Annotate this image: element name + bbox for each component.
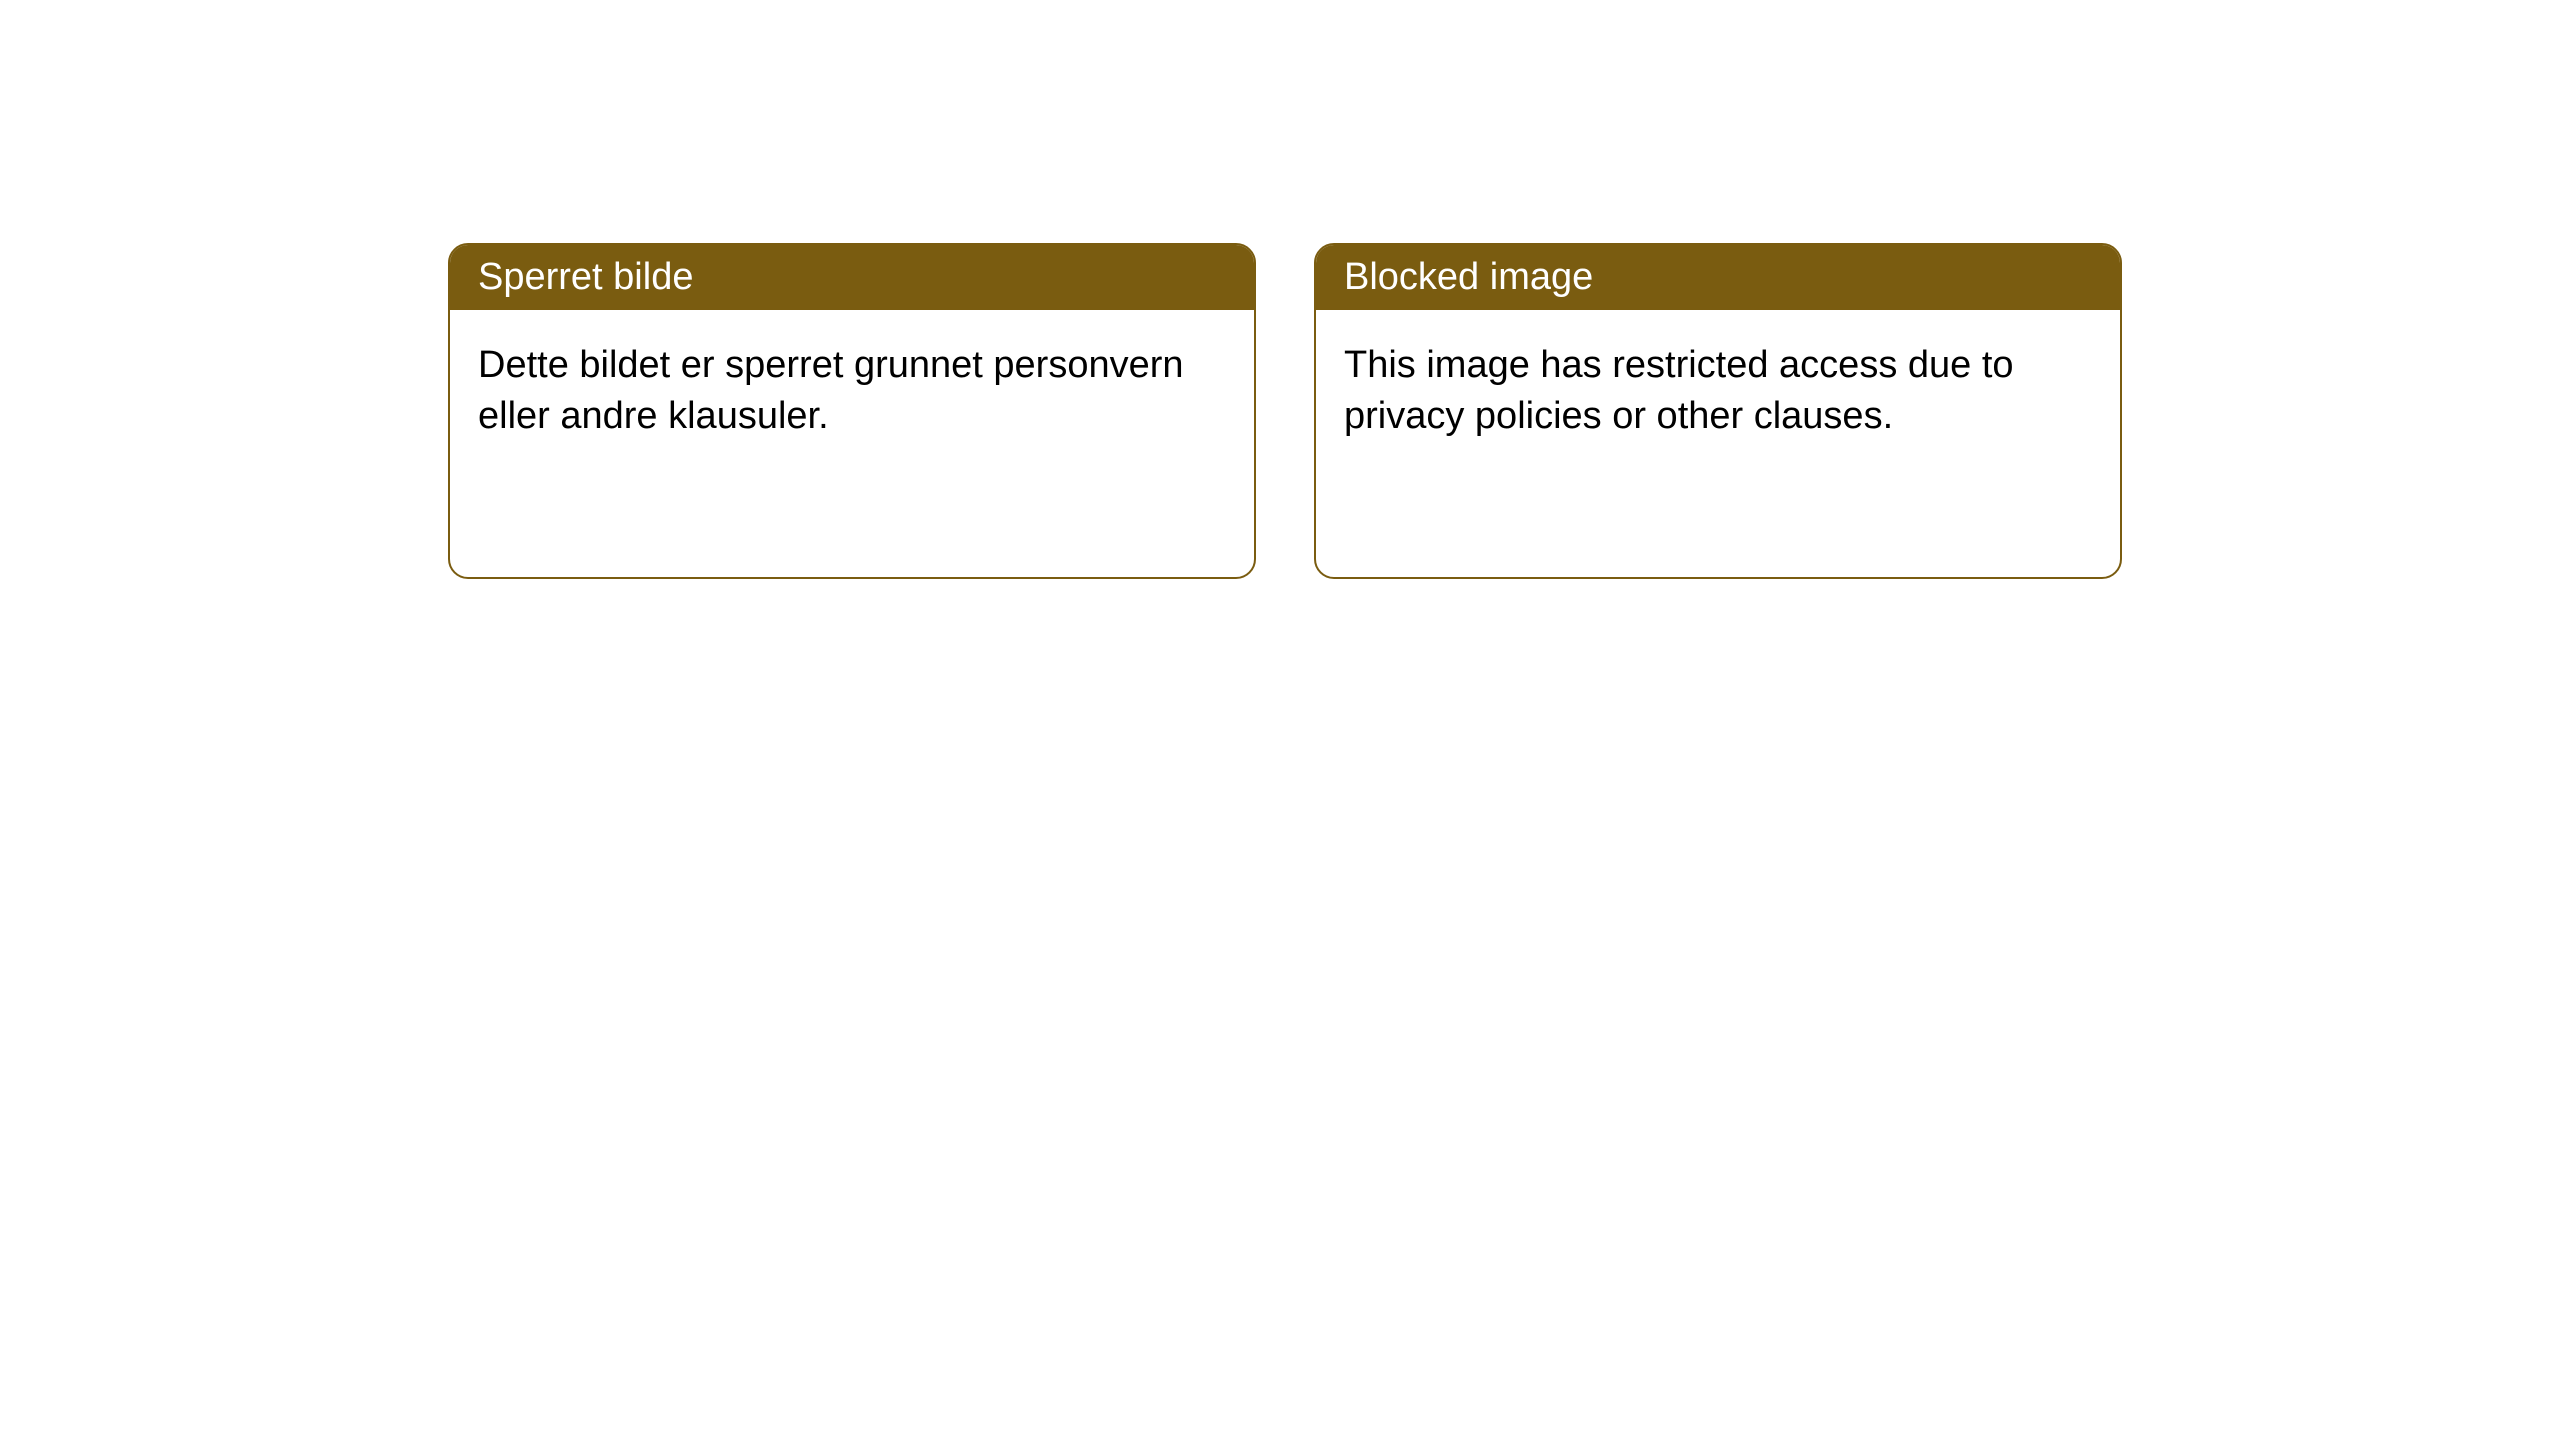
card-title-en: Blocked image (1344, 256, 1593, 298)
card-title-no: Sperret bilde (478, 256, 693, 298)
blocked-image-card-en: Blocked image This image has restricted … (1314, 243, 2122, 579)
cards-container: Sperret bilde Dette bildet er sperret gr… (448, 243, 2122, 579)
card-message-no: Dette bildet er sperret grunnet personve… (478, 344, 1184, 437)
card-body-no: Dette bildet er sperret grunnet personve… (450, 310, 1254, 473)
card-header-no: Sperret bilde (450, 245, 1254, 310)
card-message-en: This image has restricted access due to … (1344, 344, 2014, 437)
card-header-en: Blocked image (1316, 245, 2120, 310)
blocked-image-card-no: Sperret bilde Dette bildet er sperret gr… (448, 243, 1256, 579)
card-body-en: This image has restricted access due to … (1316, 310, 2120, 473)
